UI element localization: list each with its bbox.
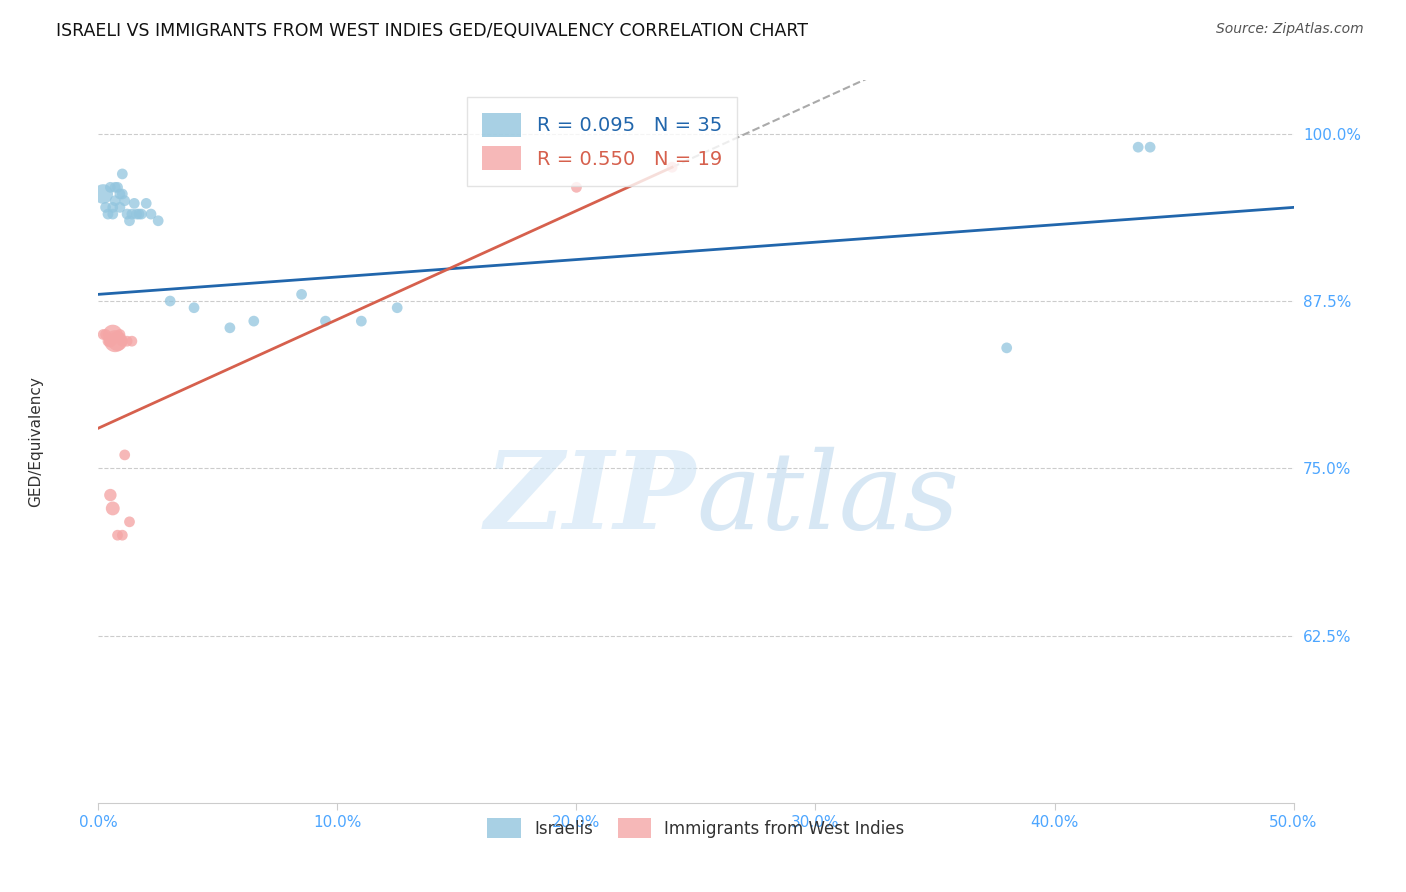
Point: [148, 214, 170, 228]
Point: [94, 327, 117, 342]
Legend: Israelis, Immigrants from West Indies: Israelis, Immigrants from West Indies: [481, 812, 911, 845]
Point: [101, 207, 124, 221]
Point: [114, 448, 136, 462]
Point: [125, 207, 148, 221]
Point: [107, 334, 129, 349]
Point: [91, 327, 114, 342]
Point: [108, 187, 131, 202]
Text: ISRAELI VS IMMIGRANTS FROM WEST INDIES GED/EQUIVALENCY CORRELATION CHART: ISRAELI VS IMMIGRANTS FROM WEST INDIES G…: [56, 22, 808, 40]
Point: [97, 207, 120, 221]
Point: [291, 287, 314, 301]
Point: [350, 314, 373, 328]
Point: [108, 327, 131, 342]
Point: [107, 180, 129, 194]
Point: [385, 301, 409, 315]
Point: [104, 180, 127, 194]
Point: [111, 167, 134, 181]
Point: [139, 207, 162, 221]
Point: [1139, 140, 1161, 154]
Point: [107, 528, 129, 542]
Point: [118, 515, 141, 529]
Point: [128, 207, 150, 221]
Point: [243, 314, 266, 328]
Point: [98, 334, 122, 349]
Point: [315, 314, 337, 328]
Point: [131, 207, 153, 221]
Point: [121, 334, 143, 349]
Point: [121, 207, 143, 221]
Point: [101, 201, 124, 215]
Point: [101, 501, 124, 516]
Point: [114, 194, 136, 208]
Text: atlas: atlas: [696, 447, 959, 552]
Point: [104, 334, 127, 349]
Point: [135, 196, 157, 211]
Text: Source: ZipAtlas.com: Source: ZipAtlas.com: [1216, 22, 1364, 37]
Point: [661, 161, 683, 175]
Point: [115, 334, 138, 349]
Point: [118, 214, 141, 228]
Point: [219, 321, 242, 335]
Point: [91, 187, 114, 202]
Point: [111, 334, 134, 349]
Point: [159, 294, 181, 309]
Point: [104, 194, 127, 208]
Point: [111, 528, 134, 542]
Y-axis label: GED/Equivalency: GED/Equivalency: [28, 376, 42, 507]
Point: [98, 180, 122, 194]
Point: [111, 187, 134, 202]
Point: [108, 201, 131, 215]
Point: [94, 201, 117, 215]
Point: [183, 301, 205, 315]
Point: [1128, 140, 1150, 154]
Point: [98, 488, 122, 502]
Point: [101, 327, 124, 342]
Point: [97, 334, 120, 349]
Point: [115, 207, 138, 221]
Point: [124, 196, 146, 211]
Point: [995, 341, 1018, 355]
Point: [565, 180, 588, 194]
Text: ZIP: ZIP: [485, 446, 696, 552]
